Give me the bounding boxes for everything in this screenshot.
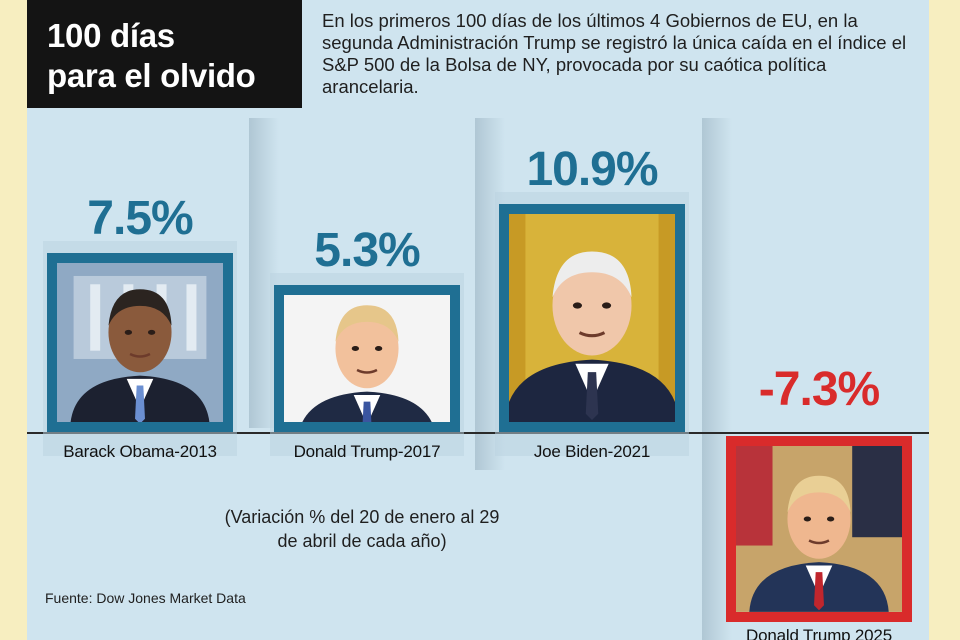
infographic-panel: 100 días para el olvido En los primeros …	[27, 0, 929, 640]
bar-photo-3	[499, 203, 685, 432]
bar-value-label-4: -7.3%	[758, 363, 880, 416]
chart-note: (Variación % del 20 de enero al 29 de ab…	[224, 507, 500, 551]
description: En los primeros 100 días de los últimos …	[322, 10, 907, 97]
bar-photo-4	[726, 436, 912, 622]
title-line-2: para el olvido	[47, 57, 256, 94]
bar-photo-2	[274, 285, 460, 432]
title-line-1: 100 días	[47, 17, 175, 54]
bar-photo-1	[47, 253, 233, 432]
bar-value-label-2: 5.3%	[314, 224, 420, 278]
source-note: Fuente: Dow Jones Market Data	[45, 590, 246, 606]
bar-category-label-2: Donald Trump-2017	[293, 442, 441, 461]
bar-category-label-1: Barack Obama-2013	[63, 442, 217, 461]
bar-value-label-1: 7.5%	[87, 192, 193, 246]
bar-value-label-3: 10.9%	[526, 142, 658, 196]
baseline	[27, 432, 929, 434]
title-box: 100 días para el olvido	[27, 0, 302, 108]
bar-category-label-4: Donald Trump 2025	[746, 625, 892, 640]
bar-category-label-3: Joe Biden-2021	[533, 442, 651, 461]
